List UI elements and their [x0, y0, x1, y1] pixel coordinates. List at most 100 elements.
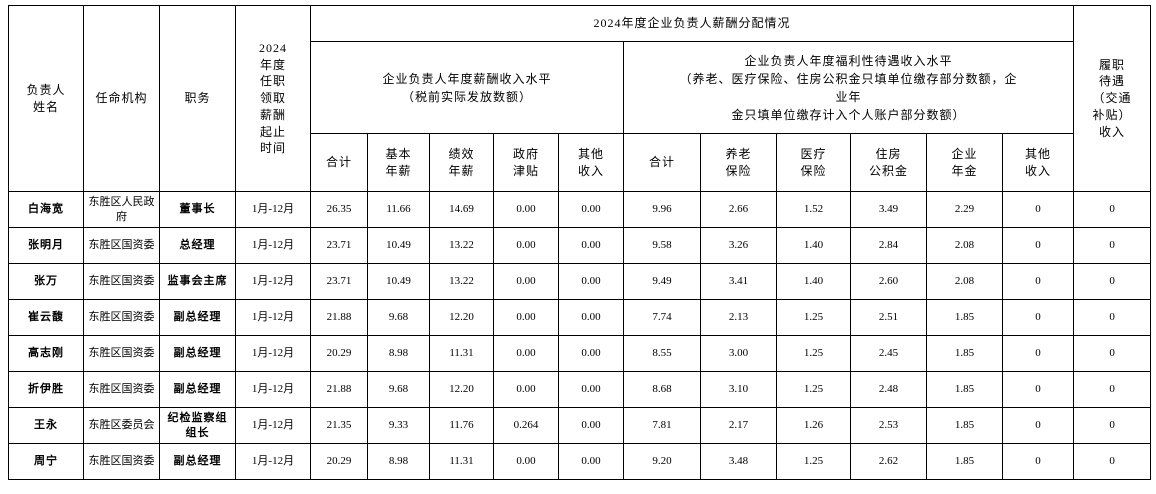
cell-housing-fund: 2.48 [850, 371, 927, 408]
cell-salary-total: 21.88 [310, 299, 368, 336]
salary-disclosure-table: 负责人 姓名 任命机构 职务 2024 年度 任职 领取 薪酬 起止 时间 20… [8, 5, 1152, 480]
header-annuity: 企业 年金 [926, 133, 1003, 192]
cell-salary-total: 23.71 [310, 227, 368, 264]
cell-name: 崔云馥 [8, 299, 84, 336]
cell-position: 副总经理 [159, 335, 236, 372]
cell-salary-total: 23.71 [310, 263, 368, 300]
cell-agency: 东胜区国资委 [83, 443, 160, 480]
cell-agency: 东胜区委员会 [83, 407, 160, 444]
cell-welfare-total: 7.74 [623, 299, 701, 336]
cell-housing-fund: 3.49 [850, 191, 927, 228]
cell-name: 王永 [8, 407, 84, 444]
cell-pension-insurance: 3.48 [700, 443, 777, 480]
header-duty-allowance: 履职 待遇 （交通 补贴） 收入 [1073, 5, 1152, 192]
cell-agency: 东胜区国资委 [83, 371, 160, 408]
header-name: 负责人 姓名 [8, 5, 84, 192]
cell-position: 监事会主席 [159, 263, 236, 300]
header-row-3: 合计 基本 年薪 绩效 年薪 政府 津贴 其他 收入 合计 养老 保险 医疗 保… [9, 133, 1151, 192]
cell-duty-allowance-income: 0 [1073, 191, 1152, 228]
cell-gov-allowance: 0.264 [493, 407, 559, 444]
cell-salary-other-income: 0.00 [558, 227, 624, 264]
header-period: 2024 年度 任职 领取 薪酬 起止 时间 [235, 5, 311, 192]
cell-salary-total: 26.35 [310, 191, 368, 228]
cell-medical-insurance: 1.40 [776, 227, 851, 264]
header-base-salary: 基本 年薪 [367, 133, 430, 192]
header-medical: 医疗 保险 [776, 133, 851, 192]
cell-enterprise-annuity: 1.85 [926, 371, 1003, 408]
cell-period: 1月-12月 [235, 335, 311, 372]
cell-pension-insurance: 2.66 [700, 191, 777, 228]
header-salary-group: 企业负责人年度薪酬收入水平 （税前实际发放数额） [310, 41, 624, 134]
table-row: 周宁 东胜区国资委 副总经理 1月-12月 20.29 8.98 11.31 0.00 0.00… [8, 443, 1152, 480]
cell-welfare-total: 7.81 [623, 407, 701, 444]
table-row: 王永 东胜区委员会 纪检监察组 组长 1月-12月 21.35 9.33 11.76 0.26… [8, 407, 1152, 444]
cell-salary-total: 20.29 [310, 335, 368, 372]
cell-base-salary: 10.49 [367, 263, 430, 300]
cell-performance-salary: 11.31 [429, 443, 494, 480]
table-row: 折伊胜 东胜区国资委 副总经理 1月-12月 21.88 9.68 12.20 0.00 0.0… [8, 371, 1152, 408]
cell-pension-insurance: 3.10 [700, 371, 777, 408]
cell-name: 周宁 [8, 443, 84, 480]
cell-base-salary: 8.98 [367, 443, 430, 480]
cell-medical-insurance: 1.25 [776, 335, 851, 372]
cell-medical-insurance: 1.25 [776, 443, 851, 480]
cell-position: 副总经理 [159, 299, 236, 336]
cell-pension-insurance: 2.13 [700, 299, 777, 336]
cell-base-salary: 9.33 [367, 407, 430, 444]
cell-enterprise-annuity: 1.85 [926, 407, 1003, 444]
cell-salary-other-income: 0.00 [558, 407, 624, 444]
cell-gov-allowance: 0.00 [493, 191, 559, 228]
cell-welfare-other-income: 0 [1001, 371, 1075, 408]
cell-enterprise-annuity: 2.29 [926, 191, 1003, 228]
cell-welfare-other-income: 0 [1001, 263, 1075, 300]
cell-performance-salary: 13.22 [429, 227, 494, 264]
cell-salary-other-income: 0.00 [558, 191, 624, 228]
cell-base-salary: 8.98 [367, 335, 430, 372]
cell-gov-allowance: 0.00 [493, 335, 559, 372]
table-main-title: 2024年度企业负责人薪酬分配情况 [309, 5, 1075, 42]
header-performance-salary: 绩效 年薪 [429, 133, 494, 192]
cell-welfare-other-income: 0 [1001, 227, 1075, 264]
cell-gov-allowance: 0.00 [493, 371, 559, 408]
cell-name: 张万 [8, 263, 84, 300]
cell-duty-allowance-income: 0 [1073, 227, 1152, 264]
cell-performance-salary: 11.76 [429, 407, 494, 444]
cell-period: 1月-12月 [235, 263, 311, 300]
cell-enterprise-annuity: 2.08 [926, 263, 1003, 300]
header-salary-other: 其他 收入 [558, 133, 624, 192]
cell-salary-total: 21.35 [310, 407, 368, 444]
cell-gov-allowance: 0.00 [493, 299, 559, 336]
cell-welfare-total: 8.68 [623, 371, 701, 408]
header-welfare-total: 合计 [623, 133, 701, 192]
cell-welfare-total: 9.96 [623, 191, 701, 228]
cell-position: 总经理 [159, 227, 236, 264]
header-row-1: 负责人 姓名 任命机构 职务 2024 年度 任职 领取 薪酬 起止 时间 20… [8, 5, 1152, 192]
cell-enterprise-annuity: 1.85 [926, 299, 1003, 336]
table-row: 高志刚 东胜区国资委 副总经理 1月-12月 20.29 8.98 11.31 0.00 0.0… [8, 335, 1152, 372]
cell-gov-allowance: 0.00 [493, 263, 559, 300]
cell-medical-insurance: 1.25 [776, 299, 851, 336]
cell-base-salary: 10.49 [367, 227, 430, 264]
cell-position: 副总经理 [159, 371, 236, 408]
table-header: 负责人 姓名 任命机构 职务 2024 年度 任职 领取 薪酬 起止 时间 20… [8, 5, 1152, 192]
cell-salary-other-income: 0.00 [558, 443, 624, 480]
cell-period: 1月-12月 [235, 299, 311, 336]
cell-medical-insurance: 1.25 [776, 371, 851, 408]
cell-agency: 东胜区国资委 [83, 335, 160, 372]
cell-name: 高志刚 [8, 335, 84, 372]
table-row: 白海宽 东胜区人民政府 董事长 1月-12月 26.35 11.66 14.69 0.00 0.… [8, 191, 1152, 228]
cell-welfare-total: 9.49 [623, 263, 701, 300]
cell-housing-fund: 2.60 [850, 263, 927, 300]
header-welfare-other: 其他 收入 [1001, 133, 1075, 192]
cell-salary-other-income: 0.00 [558, 263, 624, 300]
cell-agency: 东胜区人民政府 [83, 191, 160, 228]
cell-agency: 东胜区国资委 [83, 299, 160, 336]
header-pension: 养老 保险 [700, 133, 777, 192]
cell-medical-insurance: 1.40 [776, 263, 851, 300]
cell-pension-insurance: 3.00 [700, 335, 777, 372]
table-row: 张万 东胜区国资委 监事会主席 1月-12月 23.71 10.49 13.22 0.00 0.… [8, 263, 1152, 300]
cell-housing-fund: 2.45 [850, 335, 927, 372]
cell-welfare-other-income: 0 [1001, 191, 1075, 228]
header-welfare-group: 企业负责人年度福利性待遇收入水平 （养老、医疗保险、住房公积金只填单位缴存部分数… [622, 41, 1075, 134]
cell-agency: 东胜区国资委 [83, 227, 160, 264]
